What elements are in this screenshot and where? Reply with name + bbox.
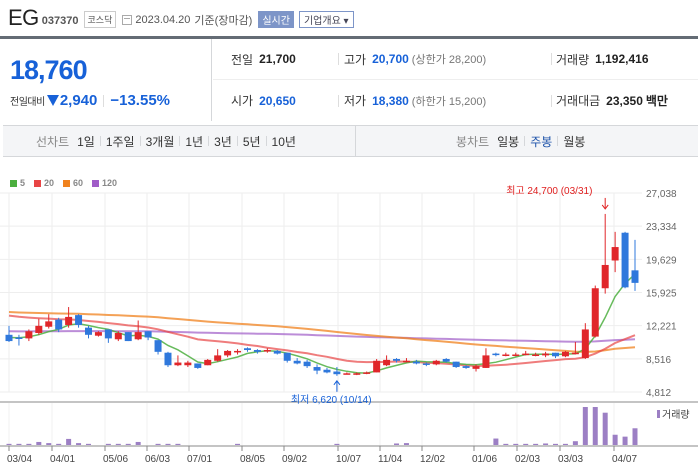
y-axis-labels: 27,038 23,334 19,629 15,925 12,221 8,516 4,812 [646,189,677,399]
volume-value: 1,192,416 [595,52,649,66]
price-annotations: 최고 24,700 (03/31) 최저 6,620 (10/14) [291,185,609,406]
svg-text:12,221: 12,221 [646,322,677,333]
tab-divider [355,126,356,156]
stock-code: 037370 [41,14,79,27]
tab-3y[interactable]: 3년 [214,134,232,149]
candlesticks [5,213,639,376]
amount-label: 거래대금 [556,94,601,108]
diff-label: 전일대비 [10,97,45,108]
legend-ma120: 120 [92,178,117,188]
prev-close-label: 전일 [231,52,254,67]
amount-unit: 백만 [645,94,668,108]
svg-text:19,629: 19,629 [646,255,677,266]
moving-average-lines [8,273,636,374]
svg-text:07/01: 07/01 [187,454,212,465]
candle-chart-tabs: 봉차트 일봉 주봉 월봉 [456,126,585,156]
stock-header: EG 037370 코스닥 2023.04.20 기준(장마감) 실시간 기업개… [0,0,698,36]
high-value: 20,700 [372,52,409,66]
legend-swatch [63,179,71,187]
legend-ma20: 20 [34,178,54,188]
svg-text:11/04: 11/04 [378,454,403,465]
realtime-button[interactable]: 실시간 [258,11,294,28]
prev-close: 전일 21,700 [231,51,296,68]
current-price: 18,760 [10,55,88,85]
legend-swatch [34,179,42,187]
candle-chart-label: 봉차트 [456,134,490,149]
tab-monthly[interactable]: 월봉 [563,134,586,149]
tab-1d[interactable]: 1일 [77,134,95,149]
svg-text:03/04: 03/04 [7,454,32,465]
ma-legend: 5 20 60 120 [10,178,126,188]
tab-3m[interactable]: 3개월 [145,134,175,149]
svg-text:10/07: 10/07 [336,454,361,465]
tab-1w[interactable]: 1주일 [105,134,135,149]
prev-close-value: 21,700 [259,52,296,66]
svg-text:06/03: 06/03 [145,454,170,465]
stock-name: EG [8,5,39,30]
tab-daily[interactable]: 일봉 [497,134,520,149]
svg-text:최저 6,620 (10/14): 최저 6,620 (10/14) [291,394,372,406]
svg-text:12/02: 12/02 [420,454,445,465]
amount-value: 23,350 [606,93,643,108]
down-triangle-icon [46,95,59,106]
svg-text:05/06: 05/06 [103,454,128,465]
open-label: 시가 [231,94,254,108]
svg-text:27,038: 27,038 [646,189,677,200]
x-axis-labels: 03/04 04/01 05/06 06/03 07/01 08/05 09/02 10/07… [7,446,637,465]
legend-swatch [92,179,100,187]
svg-text:23,334: 23,334 [646,222,677,233]
volume-bars: 거래량 [0,407,698,447]
line-chart-tabs: 선차트 1일 1주일 3개월 1년 3년 5년 10년 [36,126,296,156]
high-price: 고가 20,700 (상한가 28,200) [338,52,487,67]
svg-text:09/02: 09/02 [282,454,307,465]
open-price: 시가 20,650 [231,92,296,109]
svg-text:4,812: 4,812 [646,388,671,399]
svg-text:01/06: 01/06 [472,454,497,465]
price-diff: 2,940 [59,92,98,109]
header-divider [0,36,698,39]
price-change-row: 전일대비 2,940 −13.55% [10,92,170,109]
calendar-icon [122,14,133,25]
quote-info-panel: 전일 21,700 고가 20,700 (상한가 28,200) 거래량 1,1… [213,39,698,121]
low-value: 18,380 [372,93,409,108]
tab-1y[interactable]: 1년 [185,134,204,149]
legend-ma5: 5 [10,178,25,188]
trade-amount: 거래대금 23,350 백만 [551,93,668,108]
separator [103,94,105,107]
chart-period-tabs: 선차트 1일 1주일 3개월 1년 3년 5년 10년 봉차트 일봉 주봉 월봉 [3,125,698,157]
price-panel: 18,760 전일대비 2,940 −13.55% [0,39,212,121]
svg-text:15,925: 15,925 [646,289,677,300]
price-chart[interactable]: 27,038 23,334 19,629 15,925 12,221 8,516 4,812… [0,185,698,470]
quote-basis: 기준(장마감) [194,14,253,27]
change-rate: −13.55% [110,92,170,109]
svg-text:8,516: 8,516 [646,355,671,366]
svg-text:08/05: 08/05 [240,454,265,465]
info-row: 전일 21,700 고가 20,700 (상한가 28,200) 거래량 1,1… [213,39,698,80]
volume-label: 거래량 [556,52,590,67]
line-chart-label: 선차트 [36,134,70,149]
low-label: 저가 [344,94,367,108]
lower-limit: (하한가 15,200) [411,95,487,108]
open-value: 20,650 [259,93,296,108]
svg-text:04/07: 04/07 [612,454,637,465]
svg-text:02/03: 02/03 [515,454,540,465]
upper-limit: (상한가 28,200) [411,54,487,66]
legend-swatch [10,179,17,187]
low-price: 저가 18,380 (하한가 15,200) [338,93,487,108]
high-label: 고가 [344,52,367,67]
quote-date: 2023.04.20 [135,13,191,26]
svg-text:03/03: 03/03 [558,454,583,465]
tab-weekly[interactable]: 주봉 [530,134,553,149]
company-overview-dropdown[interactable]: 기업개요 ▾ [298,11,354,28]
svg-text:거래량: 거래량 [662,409,690,421]
volume: 거래량 1,192,416 [551,52,649,67]
svg-text:04/01: 04/01 [50,454,75,465]
tab-5y[interactable]: 5년 [242,134,261,149]
legend-ma60: 60 [63,178,83,188]
market-badge: 코스닥 [83,11,117,28]
info-row: 시가 20,650 저가 18,380 (하한가 15,200) 거래대금 23… [213,80,698,121]
svg-text:최고 24,700 (03/31): 최고 24,700 (03/31) [506,185,592,197]
tab-10y[interactable]: 10년 [271,134,296,149]
